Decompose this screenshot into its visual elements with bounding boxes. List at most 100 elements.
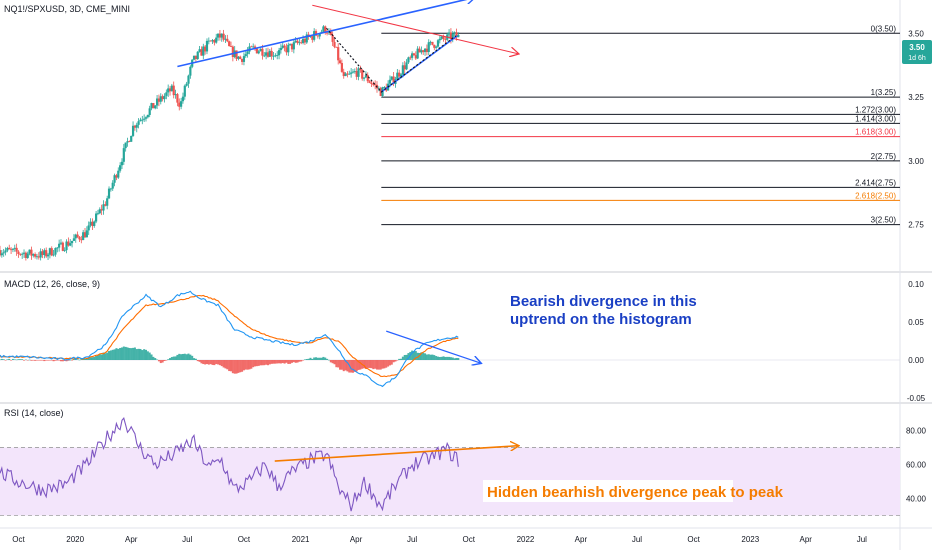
candle-body: [294, 40, 297, 43]
macd-histogram-bar: [274, 360, 277, 364]
fib-level: 3(2.50): [381, 216, 900, 226]
trendline[interactable]: [177, 0, 474, 68]
candle-body: [139, 119, 142, 122]
candle: [390, 76, 393, 81]
candle-body: [337, 47, 340, 61]
candle: [451, 31, 454, 43]
macd-histogram-bar: [339, 360, 342, 370]
candle-body: [362, 77, 366, 79]
candle-body: [368, 81, 371, 83]
candle-body: [183, 85, 186, 97]
fib-label: 1(3.25): [871, 88, 897, 97]
candle: [69, 239, 72, 247]
candle: [205, 38, 209, 55]
macd-histogram-bar: [370, 360, 373, 369]
candle-body: [340, 63, 343, 72]
candle-body: [412, 53, 416, 56]
macd-histogram-bar: [165, 360, 168, 361]
candle-body: [272, 55, 275, 57]
macd-axis-tick-label: -0.05: [907, 394, 926, 403]
candle: [0, 250, 3, 258]
candle-body: [422, 50, 425, 53]
trendline[interactable]: [312, 4, 518, 53]
macd-histogram-bar: [41, 360, 44, 361]
macd-histogram-bar: [244, 360, 247, 370]
candle-body: [157, 98, 161, 102]
candle: [370, 80, 373, 87]
candle-body: [61, 242, 64, 251]
macd-histogram-bar: [403, 354, 406, 360]
macd-histogram-bar: [178, 353, 181, 360]
macd-histogram-bar: [412, 351, 415, 360]
candle-body: [364, 75, 368, 78]
macd-divergence-line[interactable]: [386, 330, 480, 363]
candle-body: [276, 55, 279, 57]
candle-body: [43, 250, 46, 256]
candle-body: [298, 42, 301, 44]
current-price-badge: 3.50 1d 6h: [902, 40, 932, 64]
candle-body: [344, 73, 347, 77]
macd-histogram-bar: [69, 359, 72, 361]
macd-histogram-bar: [263, 360, 266, 366]
candle: [167, 84, 170, 97]
candle: [435, 45, 438, 50]
macd-histogram-bar: [359, 360, 362, 370]
macd-histogram-bar: [329, 360, 332, 363]
candle-body: [34, 254, 37, 257]
candle: [289, 43, 292, 46]
candle-body: [39, 251, 42, 258]
candle: [438, 35, 441, 44]
candle: [266, 47, 270, 58]
candle-body: [318, 33, 321, 37]
time-axis-tick-label: 2020: [66, 535, 84, 544]
candle-body: [327, 31, 331, 33]
candle: [274, 53, 277, 58]
macd-histogram-bar: [435, 356, 438, 360]
candle-body: [102, 204, 105, 211]
candle-body: [72, 238, 76, 241]
macd-histogram-bar: [204, 360, 207, 365]
macd-histogram-bar: [374, 360, 377, 369]
candle-body: [189, 66, 192, 76]
macd-axis-tick-label: 0.00: [908, 356, 924, 365]
macd-histogram-bar: [414, 351, 417, 360]
candle-body: [218, 33, 222, 38]
macd-histogram-bar: [315, 357, 318, 360]
candle-body: [106, 198, 109, 206]
candle: [340, 59, 343, 73]
macd-histogram-bar: [187, 353, 190, 360]
candle: [423, 48, 427, 56]
rsi-divergence-line[interactable]: [274, 446, 518, 462]
price-badge-box: [902, 40, 932, 64]
candle-body: [449, 32, 453, 40]
candle: [80, 235, 83, 244]
trendline[interactable]: [380, 35, 458, 93]
fib-levels: 0(3.50) 1(3.25) 1.272(3.00)1.414(3.00) 1.61…: [381, 24, 900, 226]
candle: [440, 35, 443, 41]
macd-histogram-bar: [37, 360, 40, 361]
macd-histogram-bar: [353, 360, 356, 372]
candle-body: [19, 253, 22, 255]
macd-histogram-bar: [213, 360, 216, 366]
candle-body: [374, 84, 377, 86]
candle: [78, 235, 81, 242]
candle-body: [13, 247, 16, 249]
fib-label: 1.618(3.00): [855, 128, 896, 137]
candle-body: [89, 221, 92, 226]
rsi-title: RSI (14, close): [4, 408, 64, 418]
candle: [453, 31, 456, 36]
candle-body: [350, 72, 353, 74]
candle-body: [161, 96, 164, 100]
candle-body: [226, 38, 229, 42]
candle-body: [91, 221, 94, 226]
candle: [374, 80, 377, 90]
fib-level: 2.414(2.75): [381, 178, 900, 188]
rsi-series: [0, 417, 518, 512]
macd-histogram-bar: [172, 356, 175, 360]
candle: [126, 137, 129, 147]
fib-level: 2.618(2.50): [381, 191, 900, 201]
macd-histogram-bar: [39, 360, 42, 361]
candle: [240, 58, 244, 65]
macd-histogram-bar: [316, 357, 319, 360]
